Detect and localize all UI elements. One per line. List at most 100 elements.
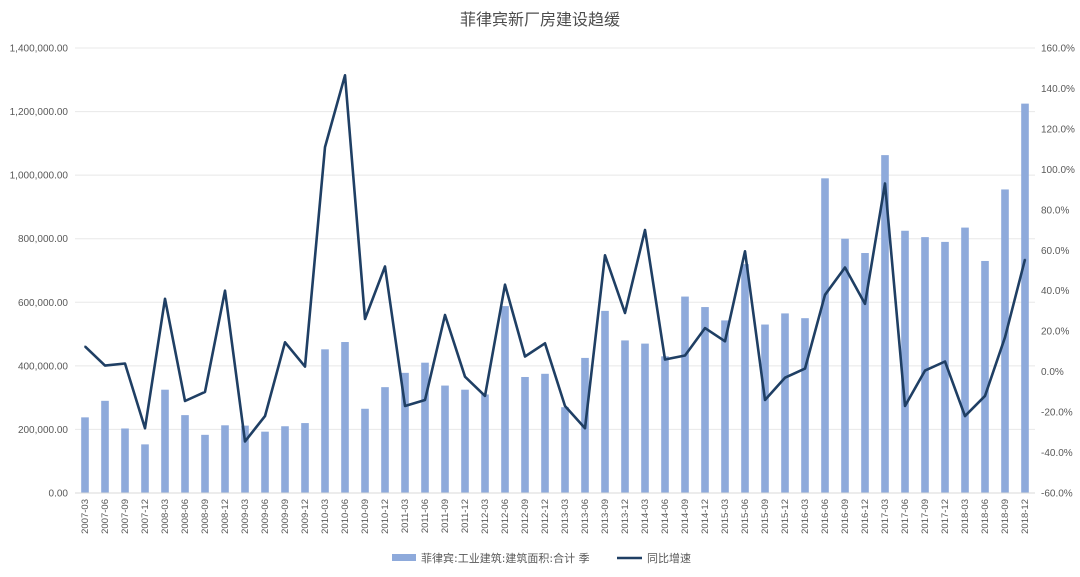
line-point (424, 399, 426, 401)
bar (401, 372, 409, 493)
line-point (384, 265, 386, 268)
bar (941, 241, 949, 493)
x-tick-label: 2009-06 (260, 499, 271, 534)
line-point (484, 395, 486, 397)
x-tick-label: 2016-06 (820, 499, 831, 534)
x-tick-label: 2013-06 (580, 499, 591, 534)
y-axis-left: 0.00 200,000.00 400,000.00 600,000.00 800,00… (10, 44, 69, 500)
line-point (524, 355, 526, 358)
line-point (464, 375, 466, 378)
line-point (624, 312, 626, 314)
line-point (204, 391, 206, 393)
bar (321, 349, 329, 493)
line-point (164, 298, 166, 300)
y-left-tick-label: 600,000.00 (18, 298, 68, 309)
chart-title: 菲律宾新厂房建设趋缓 (460, 10, 620, 29)
line-point (744, 250, 746, 253)
bar (601, 310, 609, 493)
y-right-tick-label: 100.0% (1041, 165, 1075, 176)
line-point (344, 74, 346, 77)
line-point (544, 342, 546, 345)
x-tick-label: 2011-06 (420, 499, 431, 533)
bar (361, 408, 369, 493)
x-tick-label: 2012-12 (540, 499, 551, 534)
x-tick-label: 2010-12 (380, 499, 391, 534)
line-point (404, 405, 406, 407)
x-tick-label: 2011-03 (400, 499, 411, 533)
bar (961, 227, 969, 493)
bar (841, 238, 849, 493)
x-tick-label: 2016-03 (800, 499, 811, 534)
y-right-tick-label: 0.0% (1041, 367, 1064, 378)
line-point (864, 303, 866, 305)
x-tick-label: 2014-09 (680, 499, 691, 534)
x-tick-label: 2013-12 (620, 499, 631, 534)
y-right-tick-label: -60.0% (1041, 489, 1073, 500)
bar (461, 389, 469, 493)
x-axis: 2007-03 2007-06 2007-09 2007-12 2008-03 2008-… (75, 492, 1035, 534)
line-point (124, 362, 126, 365)
line-point (824, 293, 826, 296)
x-tick-label: 2017-03 (880, 499, 891, 534)
x-tick-label: 2013-03 (560, 499, 571, 534)
line-point (964, 415, 966, 417)
legend-bar-label: 菲律宾:工业建筑:建筑面积:合计 季 (421, 551, 590, 565)
bar (661, 356, 669, 493)
y-right-tick-label: 60.0% (1041, 246, 1069, 257)
legend-bar-swatch (392, 554, 416, 561)
x-tick-label: 2010-09 (360, 499, 371, 534)
line-point (1004, 336, 1006, 339)
line-point (564, 405, 566, 407)
line-point (724, 340, 726, 343)
line-point (584, 427, 586, 430)
x-tick-label: 2016-12 (860, 499, 871, 534)
x-tick-label: 2009-09 (280, 499, 291, 534)
line-point (664, 358, 666, 361)
bar (781, 313, 789, 493)
x-tick-label: 2018-03 (960, 499, 971, 534)
x-tick-label: 2013-09 (600, 499, 611, 534)
y-right-tick-label: 160.0% (1041, 44, 1075, 55)
x-tick-label: 2007-03 (80, 499, 91, 534)
bar (141, 444, 149, 493)
x-tick-label: 2008-09 (200, 499, 211, 534)
bar (981, 260, 989, 493)
y-right-tick-label: 40.0% (1041, 286, 1069, 297)
bar (161, 389, 169, 493)
x-tick-label: 2012-06 (500, 499, 511, 534)
x-tick-label: 2008-06 (180, 499, 191, 534)
y-right-tick-label: 120.0% (1041, 124, 1075, 135)
bar (861, 253, 869, 493)
x-tick-label: 2014-12 (700, 499, 711, 534)
line-point (1024, 258, 1026, 261)
bar (241, 425, 249, 493)
bar (501, 306, 509, 493)
x-tick-label: 2015-09 (760, 499, 771, 534)
y-right-tick-label: -40.0% (1041, 448, 1073, 459)
bar (441, 385, 449, 493)
line-point (84, 345, 86, 348)
bar (121, 428, 129, 493)
line-point (924, 369, 926, 372)
line-point (704, 327, 706, 329)
x-tick-label: 2008-12 (220, 499, 231, 534)
line-point (844, 266, 846, 269)
bar (801, 318, 809, 493)
y-right-tick-label: 140.0% (1041, 84, 1075, 95)
bar (541, 373, 549, 493)
bar (381, 387, 389, 493)
y-left-tick-label: 1,000,000.00 (10, 171, 69, 182)
bar (561, 407, 569, 493)
x-tick-label: 2007-12 (140, 499, 151, 534)
x-tick-label: 2015-12 (780, 499, 791, 534)
line-point (364, 318, 366, 320)
y-right-tick-label: 20.0% (1041, 327, 1069, 338)
bar (481, 394, 489, 493)
line-point (684, 354, 686, 357)
line-point (224, 289, 226, 292)
bar-series (81, 103, 1029, 494)
bar (721, 320, 729, 493)
x-tick-label: 2015-06 (740, 499, 751, 534)
bar (301, 423, 309, 493)
bar (881, 155, 889, 493)
